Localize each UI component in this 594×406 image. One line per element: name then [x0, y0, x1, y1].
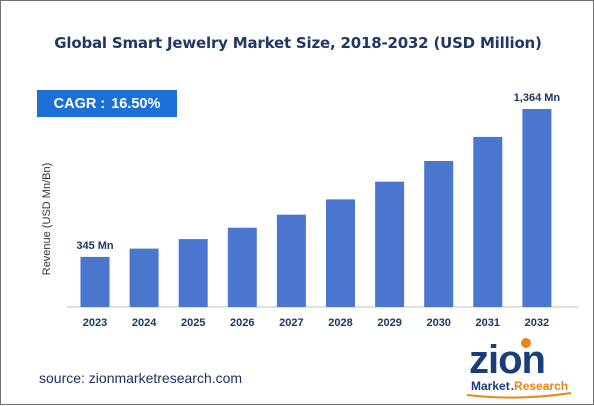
svg-text:Market.Research: Market.Research [471, 379, 568, 393]
x-tick-2025: 2025 [181, 317, 205, 329]
bar-2024 [129, 248, 159, 307]
bar-2025 [178, 239, 208, 307]
bar-2032 [522, 109, 552, 307]
logo-dot [521, 338, 531, 348]
data-label-2032: 1,364 Mn [514, 92, 561, 104]
x-tick-2030: 2030 [426, 317, 450, 329]
source-text: source: zionmarketresearch.com [39, 370, 243, 386]
x-tick-2029: 2029 [377, 317, 401, 329]
cagr-value: 16.50% [111, 95, 161, 112]
cagr-badge: CAGR : 16.50% [37, 90, 177, 117]
logo-swoosh [466, 392, 572, 399]
x-tick-2032: 2032 [525, 317, 549, 329]
bar-2029 [375, 181, 405, 307]
chart-title: Global Smart Jewelry Market Size, 2018-2… [54, 34, 542, 52]
bar-2028 [326, 199, 355, 307]
zion-logo: zion Market.Research [466, 338, 572, 399]
data-label-2023: 345 Mn [76, 240, 114, 252]
bar-2030 [424, 161, 454, 307]
logo-market: Market [471, 379, 510, 393]
x-tick-2027: 2027 [279, 317, 303, 329]
logo-wordmark: zion [469, 338, 545, 382]
x-tick-2028: 2028 [328, 317, 352, 329]
bar-2026 [227, 227, 257, 307]
bar-2031 [473, 136, 503, 307]
bar-2023 [80, 256, 110, 307]
x-tick-2024: 2024 [132, 317, 157, 329]
cagr-label: CAGR : [53, 95, 106, 112]
logo-research: Research [514, 379, 568, 393]
y-axis-label: Revenue (USD Mn/Bn) [41, 163, 53, 276]
x-tick-2023: 2023 [83, 317, 107, 329]
x-tick-2026: 2026 [230, 317, 254, 329]
bar-2027 [276, 214, 306, 307]
x-tick-2031: 2031 [476, 317, 500, 329]
